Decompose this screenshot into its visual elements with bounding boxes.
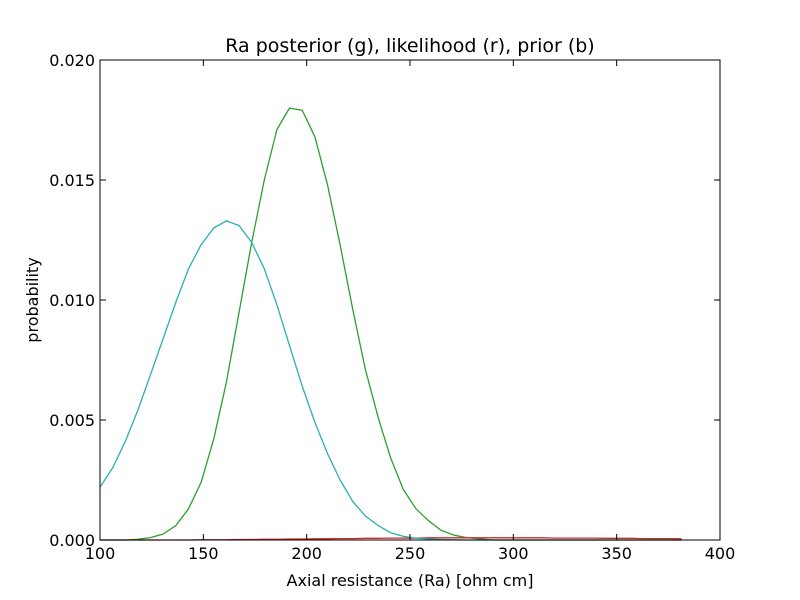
- y-axis-label: probability: [23, 257, 42, 342]
- x-axis-label: Axial resistance (Ra) [ohm cm]: [287, 571, 534, 590]
- x-tick-label: 400: [705, 544, 736, 563]
- plot-frame: [99, 59, 721, 541]
- x-tick-label: 100: [85, 544, 116, 563]
- y-tick-label: 0.005: [49, 411, 95, 430]
- tick-layer: 100 150 200 250 300 350 400 0.000 0.005 0.010 0.01…: [49, 51, 735, 563]
- x-tick-label: 350: [601, 544, 632, 563]
- x-tick-label: 250: [395, 544, 426, 563]
- y-tick-label: 0.015: [49, 171, 95, 190]
- y-tick-label: 0.010: [49, 291, 95, 310]
- y-tick-label: 0.000: [49, 531, 95, 550]
- x-tick-label: 200: [291, 544, 322, 563]
- y-tick-label: 0.020: [49, 51, 95, 70]
- x-tick-label: 300: [498, 544, 529, 563]
- x-tick-label: 150: [188, 544, 219, 563]
- chart-title: Ra posterior (g), likelihood (r), prior …: [225, 35, 594, 57]
